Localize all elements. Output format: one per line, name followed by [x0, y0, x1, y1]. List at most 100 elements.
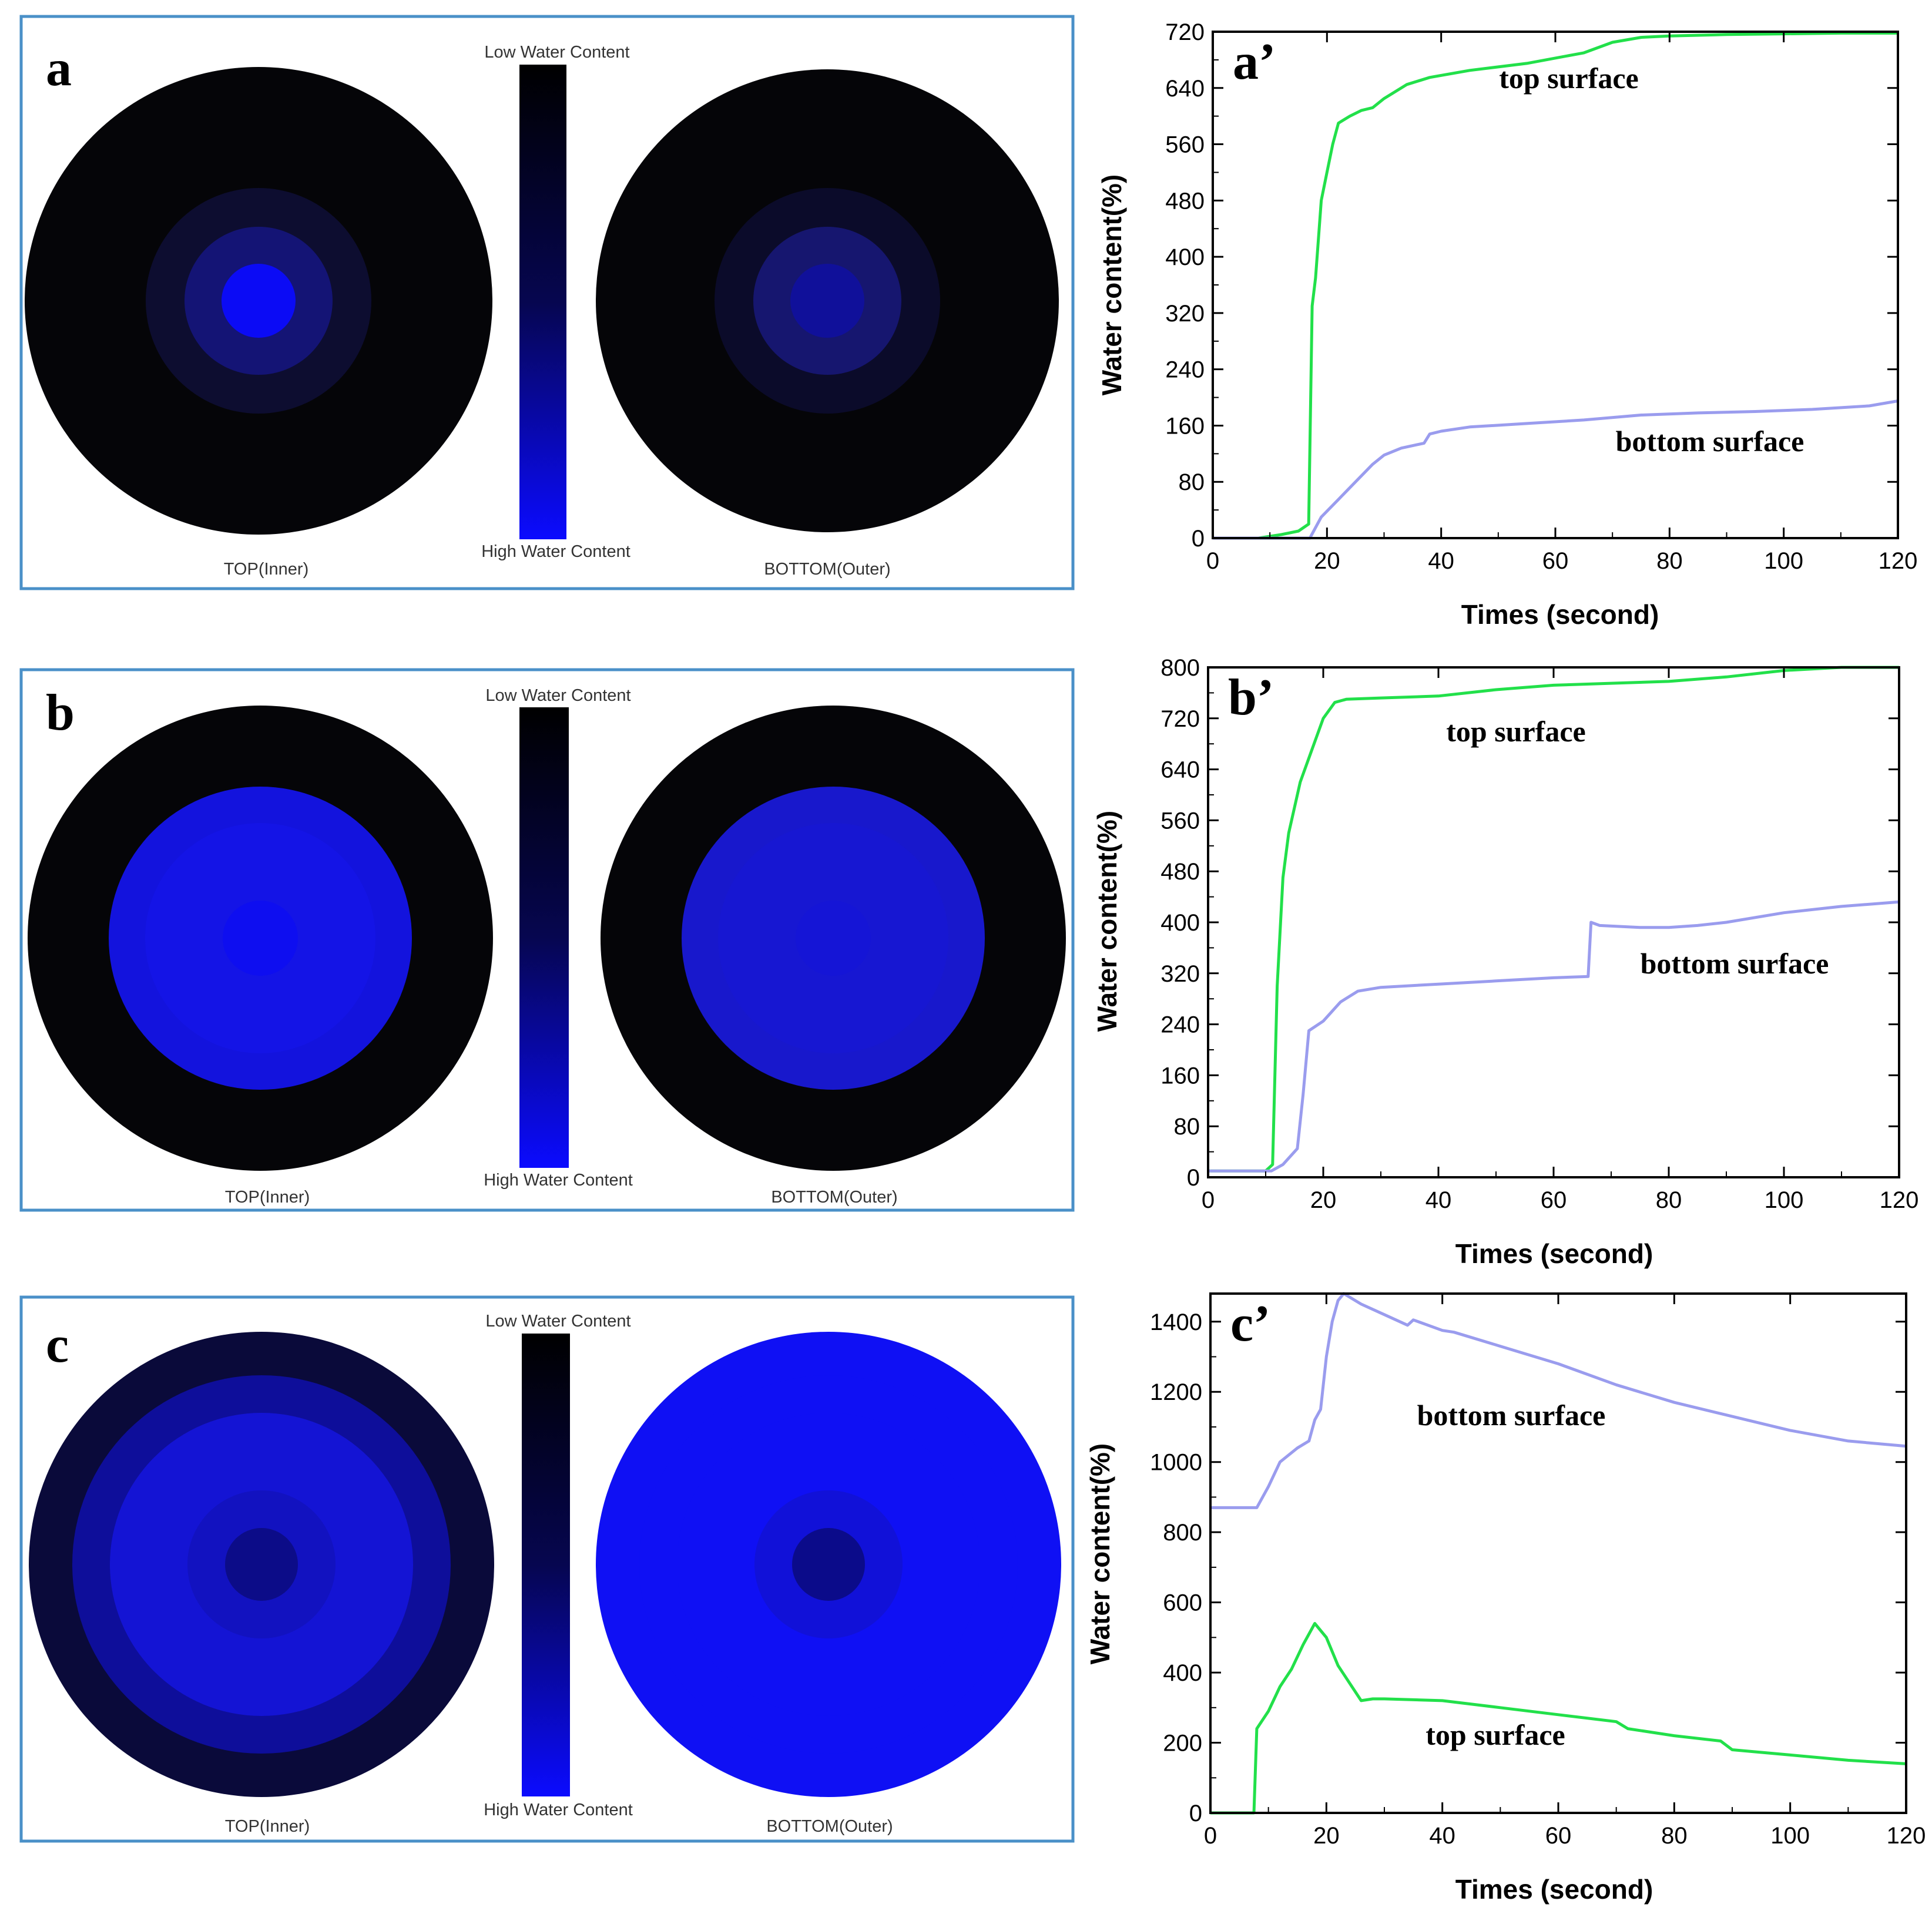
panel-letter: c [46, 1317, 69, 1373]
series-line-top-surface [1208, 666, 1899, 1173]
x-tick-label: 80 [1656, 548, 1683, 574]
x-tick-label: 40 [1429, 1823, 1455, 1849]
x-tick-label: 60 [1545, 1823, 1572, 1849]
colorbar: Low Water Content High Water Content [484, 1312, 633, 1819]
y-tick-label: 720 [1165, 19, 1205, 45]
y-tick-label: 560 [1165, 132, 1205, 158]
x-tick-label: 20 [1313, 1823, 1340, 1849]
right-disc [596, 69, 1059, 532]
heatmap-panel-b: b Low Water Content High Water Content T… [19, 668, 1075, 1212]
colorbar: Low Water Content High Water Content [484, 686, 633, 1190]
y-tick-label: 640 [1165, 76, 1205, 102]
x-tick-label: 80 [1656, 1187, 1682, 1213]
y-tick-label: 400 [1165, 244, 1205, 270]
disc-ring-4 [790, 264, 864, 338]
y-tick-label: 800 [1163, 1520, 1202, 1546]
y-tick-label: 0 [1192, 526, 1205, 552]
x-tick-label: 0 [1204, 1823, 1217, 1849]
disc-ring-4 [223, 901, 298, 976]
line-chart-b-prime: 0 20 40 60 80 100 120 0 80 160 240 320 400 480 560 640 7… [1092, 655, 1918, 1269]
y-tick-label: 640 [1160, 757, 1200, 783]
y-tick-label: 1000 [1150, 1450, 1202, 1476]
x-tick-label: 20 [1314, 548, 1340, 574]
y-tick-label: 80 [1179, 469, 1205, 495]
x-tick-label: 100 [1765, 1187, 1804, 1213]
x-axis-title: Times (second) [1455, 1874, 1653, 1905]
colorbar-high-label: High Water Content [484, 1801, 633, 1819]
left-disc [28, 706, 493, 1171]
y-tick-label: 80 [1174, 1114, 1200, 1140]
y-axis-title: Water content(%) [1085, 1443, 1115, 1665]
left-disc-label: TOP(Inner) [224, 560, 309, 579]
y-tick-label: 400 [1163, 1660, 1202, 1686]
colorbar-low-label: Low Water Content [484, 43, 629, 62]
series-annotation: top surface [1425, 1718, 1565, 1751]
y-tick-label: 800 [1160, 655, 1200, 681]
x-tick-label: 60 [1541, 1187, 1567, 1213]
x-tick-label: 100 [1770, 1823, 1810, 1849]
left-disc [29, 1332, 494, 1797]
disc-ring-5 [792, 1528, 865, 1601]
line-chart-a-prime: 0 20 40 60 80 100 120 0 80 160 240 320 400 480 560 640 7… [1096, 19, 1917, 630]
left-disc-label: TOP(Inner) [225, 1817, 310, 1836]
y-axis-title: Water content(%) [1096, 174, 1127, 396]
x-tick-label: 0 [1206, 548, 1219, 574]
disc-ring-5 [225, 1528, 298, 1601]
colorbar-gradient [519, 65, 566, 539]
x-axis-title: Times (second) [1455, 1238, 1653, 1269]
right-disc-label: BOTTOM(Outer) [771, 1188, 897, 1207]
line-chart-c-prime: 0 20 40 60 80 100 1200200400600800100012001400… [1085, 1292, 1926, 1905]
y-tick-label: 160 [1160, 1063, 1200, 1089]
x-axis-title: Times (second) [1461, 599, 1659, 630]
x-tick-label: 60 [1542, 548, 1569, 574]
y-tick-label: 480 [1165, 188, 1205, 214]
series-line-top-surface [1210, 1622, 1907, 1815]
y-tick-label: 720 [1160, 706, 1200, 732]
y-tick-label: 0 [1187, 1165, 1200, 1191]
x-tick-label: 0 [1202, 1187, 1215, 1213]
x-tick-label: 40 [1425, 1187, 1452, 1213]
chart-panel-label: c’ [1230, 1295, 1270, 1352]
x-tick-label: 100 [1764, 548, 1803, 574]
colorbar-low-label: Low Water Content [485, 1312, 630, 1331]
right-disc [601, 706, 1066, 1171]
x-tick-label: 40 [1428, 548, 1454, 574]
y-tick-label: 480 [1160, 859, 1200, 885]
row-b: b Low Water Content High Water Content T… [19, 655, 1918, 1269]
series-line-top-surface [1213, 31, 1898, 540]
series-annotation: bottom surface [1417, 1399, 1606, 1432]
disc-ring-4 [796, 901, 871, 976]
colorbar-gradient [522, 1334, 570, 1796]
x-tick-label: 20 [1310, 1187, 1337, 1213]
series-line-bottom-surface [1208, 900, 1900, 1173]
panel-letter: a [46, 40, 72, 97]
heatmap-panel-a: a Low Water Content High Water Content T… [19, 15, 1075, 590]
chart-panel-label: b’ [1228, 669, 1274, 726]
y-tick-label: 320 [1160, 961, 1200, 987]
series-annotation: bottom surface [1641, 947, 1829, 980]
left-disc [25, 67, 492, 535]
colorbar: Low Water Content High Water Content [481, 43, 630, 561]
left-disc-label: TOP(Inner) [225, 1188, 310, 1207]
y-tick-label: 240 [1165, 357, 1205, 383]
disc-ring-4 [222, 264, 296, 338]
row-a: a Low Water Content High Water Content T… [19, 15, 1917, 630]
colorbar-low-label: Low Water Content [485, 686, 630, 705]
y-axis-title: Water content(%) [1092, 811, 1122, 1032]
x-tick-label: 120 [1880, 1187, 1919, 1213]
colorbar-high-label: High Water Content [481, 542, 630, 561]
y-tick-label: 560 [1160, 808, 1200, 834]
y-tick-label: 200 [1163, 1731, 1202, 1757]
y-tick-label: 320 [1165, 301, 1205, 327]
y-tick-label: 600 [1163, 1590, 1202, 1616]
panel-letter: b [46, 684, 75, 741]
y-tick-label: 160 [1165, 413, 1205, 439]
heatmap-panel-c: c Low Water Content High Water Content [19, 1295, 1075, 1843]
y-tick-label: 1400 [1150, 1309, 1202, 1335]
colorbar-high-label: High Water Content [484, 1171, 633, 1190]
x-tick-label: 120 [1887, 1823, 1926, 1849]
right-disc-label: BOTTOM(Outer) [766, 1817, 893, 1836]
series-line-bottom-surface [1210, 1292, 1907, 1509]
series-annotation: top surface [1446, 715, 1585, 748]
colorbar-gradient [519, 707, 569, 1168]
